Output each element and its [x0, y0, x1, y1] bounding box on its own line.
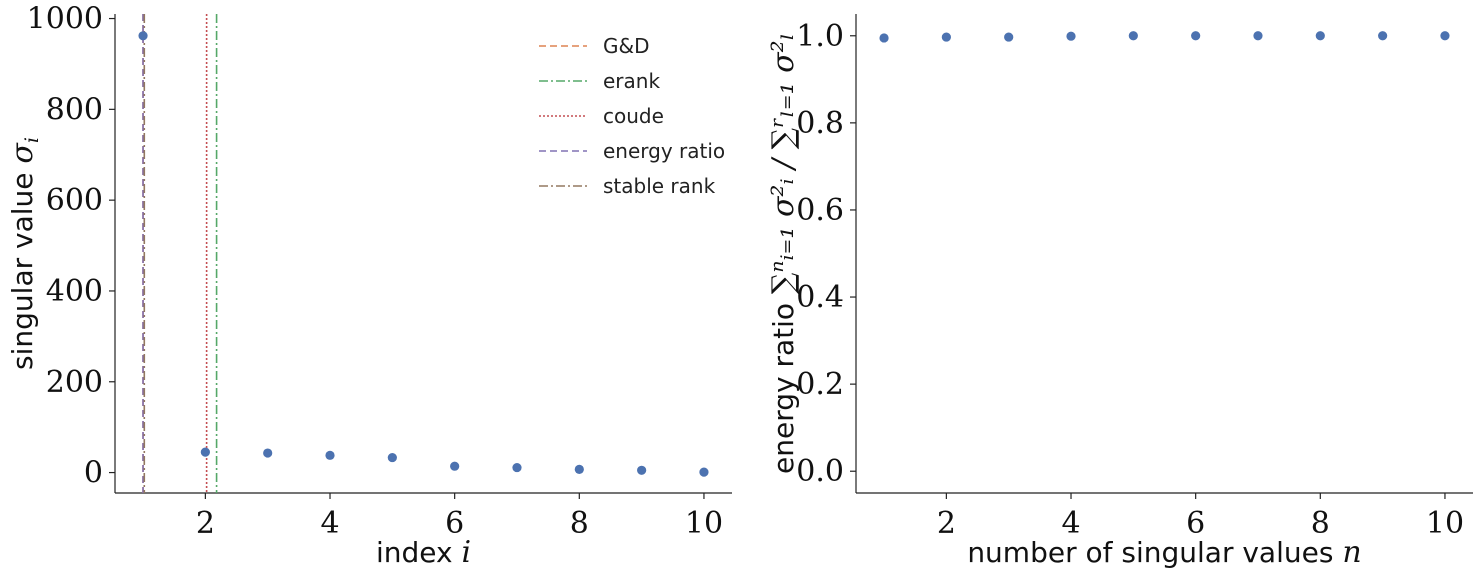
- x-tick-label: 2: [196, 506, 215, 541]
- data-point: [1315, 31, 1325, 41]
- y-tick-label: 1000: [27, 2, 103, 37]
- x-tick-label: 4: [1061, 506, 1080, 541]
- x-tick-label: 8: [1311, 506, 1330, 541]
- legend-label: coude: [603, 104, 664, 128]
- x-axis-label: number of singular values n: [967, 535, 1361, 570]
- y-axis-label: energy ratio ∑ⁿᵢ₌₁ σ²ᵢ / ∑ʳₗ₌₁ σ²ₗ: [766, 33, 801, 474]
- data-point: [1191, 31, 1201, 41]
- data-point: [1253, 31, 1263, 41]
- data-point: [325, 450, 335, 460]
- y-axis-label-text: energy ratio: [767, 294, 800, 474]
- y-tick-label: 0.4: [796, 280, 844, 315]
- data-point: [1378, 31, 1388, 41]
- x-axis-label-math: n: [1342, 535, 1361, 570]
- data-point: [138, 31, 148, 41]
- data-point: [941, 32, 951, 42]
- data-point: [450, 461, 460, 471]
- y-tick-label: 0.2: [796, 367, 844, 402]
- y-axis-label-subscript: i: [21, 137, 43, 143]
- data-point: [1128, 31, 1138, 41]
- y-tick-label: 1.0: [796, 19, 844, 54]
- y-axis-label: singular value σi: [5, 137, 43, 370]
- legend-label: energy ratio: [603, 139, 725, 163]
- x-axis-label-math: i: [461, 535, 471, 570]
- legend-label: stable rank: [603, 174, 716, 198]
- x-tick-label: 4: [320, 506, 339, 541]
- x-axis-label-text: number of singular values: [967, 536, 1342, 569]
- y-tick-label: 400: [46, 274, 103, 309]
- legend-label: erank: [603, 69, 660, 93]
- legend-label: G&D: [603, 34, 650, 58]
- y-tick-label: 200: [46, 365, 103, 400]
- x-tick-label: 10: [1426, 506, 1464, 541]
- x-tick-label: 10: [685, 506, 723, 541]
- data-point: [699, 467, 709, 477]
- chart-energy-ratio: 2 4 6 8 10 0.0 0.2 0.4 0.6 0.8 1.0 number of singul…: [766, 14, 1473, 570]
- data-point: [1004, 32, 1014, 42]
- data-point: [1440, 31, 1450, 41]
- data-point: [263, 448, 273, 458]
- data-point: [200, 447, 210, 457]
- x-tick-label: 6: [1186, 506, 1205, 541]
- x-axis-label: index i: [376, 535, 471, 570]
- y-tick-label: 0.8: [796, 106, 844, 141]
- data-point: [1066, 31, 1076, 41]
- x-tick-label: 2: [937, 506, 956, 541]
- y-tick-label: 0.0: [796, 454, 844, 489]
- data-point: [637, 465, 647, 475]
- x-tick-label: 8: [570, 506, 589, 541]
- y-axis-label-math: σ: [5, 142, 40, 164]
- y-tick-label: 800: [46, 92, 103, 127]
- y-tick-label: 0.6: [796, 193, 844, 228]
- legend: G&D erank coude energy ratio stable rank: [539, 34, 725, 198]
- data-point: [512, 462, 522, 473]
- y-axis-label-text: singular value: [6, 164, 39, 370]
- data-point: [574, 464, 584, 474]
- y-axis-label-math: ∑ⁿᵢ₌₁ σ²ᵢ / ∑ʳₗ₌₁ σ²ₗ: [766, 33, 801, 294]
- x-axis-label-text: index: [376, 536, 462, 569]
- data-point: [387, 452, 397, 463]
- x-tick-label: 6: [445, 506, 464, 541]
- data-point: [879, 33, 889, 43]
- y-tick-label: 0: [84, 456, 103, 491]
- y-tick-label: 600: [46, 183, 103, 218]
